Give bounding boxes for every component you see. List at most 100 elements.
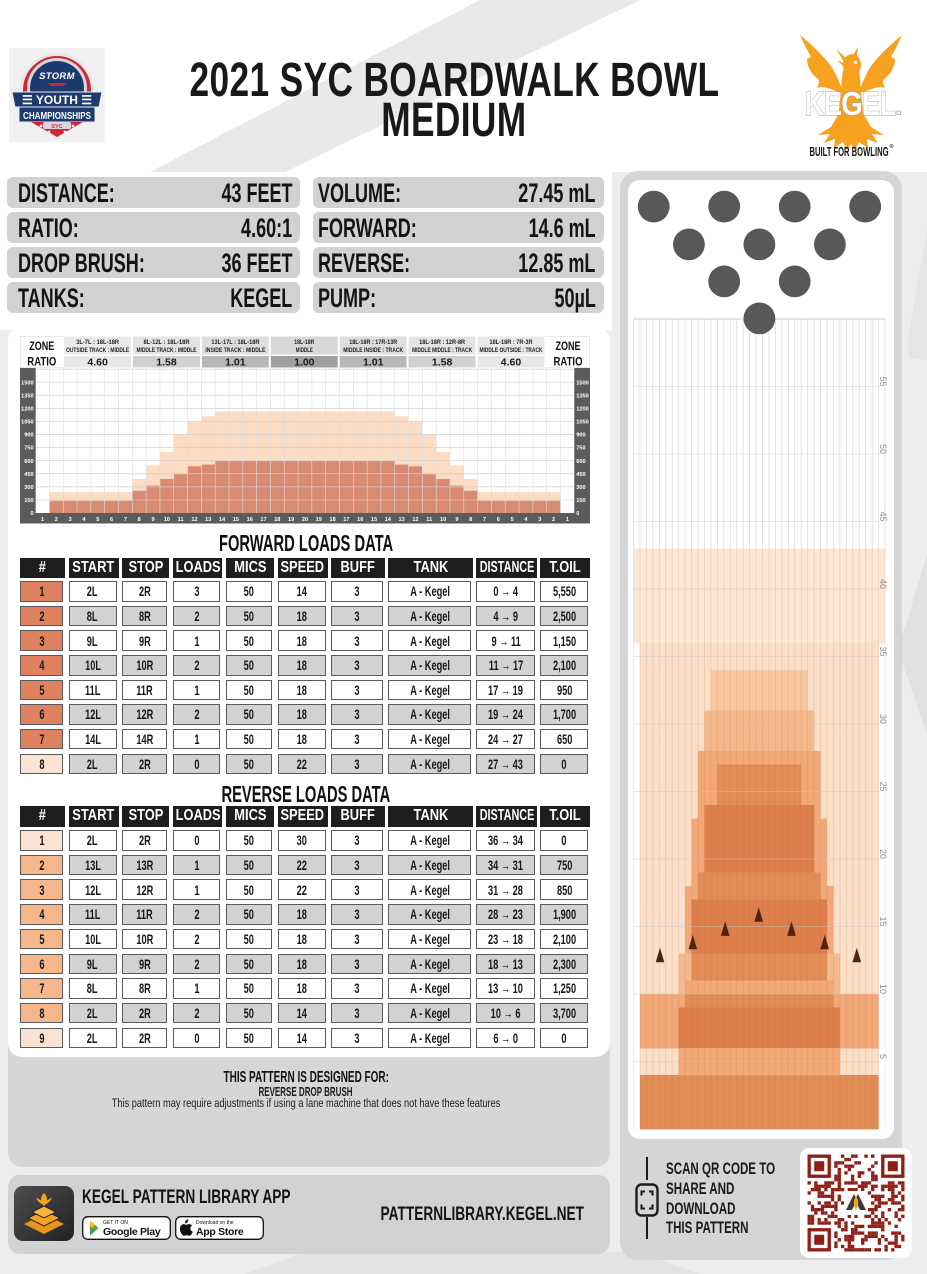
svg-text:900: 900	[24, 433, 33, 439]
svg-text:600: 600	[24, 459, 33, 465]
svg-text:Download on the: Download on the	[196, 1220, 234, 1226]
svg-text:13L-17L : 18L-18R: 13L-17L : 18L-18R	[211, 339, 260, 346]
svg-text:750: 750	[24, 446, 33, 452]
svg-text:8L-12L : 18L-18R: 8L-12L : 18L-18R	[144, 339, 191, 346]
svg-text:MIDDLE: MIDDLE	[296, 347, 313, 354]
svg-text:®: ®	[890, 143, 894, 150]
svg-text:450: 450	[24, 472, 33, 478]
svg-text:6: 6	[497, 517, 500, 523]
svg-text:INSIDE TRACK : MIDDLE: INSIDE TRACK : MIDDLE	[205, 347, 265, 354]
svg-text:18L-18R: 18L-18R	[294, 339, 314, 346]
svg-text:13: 13	[399, 517, 405, 523]
svg-text:ZONE: ZONE	[29, 339, 54, 353]
svg-text:App Store: App Store	[196, 1226, 244, 1238]
svg-text:8: 8	[138, 517, 141, 523]
svg-text:ZONE: ZONE	[556, 339, 581, 353]
svg-text:15: 15	[233, 517, 239, 523]
svg-text:10: 10	[440, 517, 446, 523]
svg-text:10: 10	[164, 517, 170, 523]
svg-text:18L-18R : 7R-3R: 18L-18R : 7R-3R	[490, 339, 534, 346]
svg-text:1.01: 1.01	[363, 357, 384, 369]
svg-text:15: 15	[878, 916, 888, 926]
svg-text:17: 17	[260, 517, 266, 523]
svg-text:4.60: 4.60	[501, 357, 522, 369]
svg-text:☰ YOUTH ☰: ☰ YOUTH ☰	[22, 93, 92, 107]
svg-text:OUTSIDE TRACK : MIDDLE: OUTSIDE TRACK : MIDDLE	[66, 347, 129, 354]
svg-text:16: 16	[357, 517, 363, 523]
svg-text:14: 14	[385, 517, 392, 523]
svg-text:150: 150	[24, 498, 33, 504]
svg-text:35: 35	[878, 646, 888, 656]
svg-text:1: 1	[566, 517, 569, 523]
svg-text:GET IT ON: GET IT ON	[103, 1220, 128, 1226]
svg-text:5: 5	[511, 517, 514, 523]
svg-text:18L-18R : 17R-13R: 18L-18R : 17R-13R	[349, 339, 398, 346]
svg-text:SYC: SYC	[51, 124, 62, 130]
svg-text:19: 19	[288, 517, 294, 523]
svg-text:150: 150	[576, 498, 585, 504]
svg-text:12: 12	[191, 517, 197, 523]
svg-text:4: 4	[524, 517, 528, 523]
svg-text:18: 18	[329, 517, 335, 523]
svg-text:50: 50	[878, 444, 888, 454]
svg-text:MIDDLE TRACK : MIDDLE: MIDDLE TRACK : MIDDLE	[137, 347, 197, 354]
svg-text:1500: 1500	[576, 380, 588, 386]
svg-text:300: 300	[576, 485, 585, 491]
svg-text:750: 750	[576, 446, 585, 452]
svg-text:1350: 1350	[576, 393, 588, 399]
svg-text:15: 15	[371, 517, 377, 523]
svg-text:3L-7L : 18L-18R: 3L-7L : 18L-18R	[76, 339, 120, 346]
svg-text:3: 3	[538, 517, 541, 523]
svg-text:CHAMPIONSHIPS: CHAMPIONSHIPS	[23, 110, 91, 122]
svg-text:7: 7	[483, 517, 486, 523]
svg-text:11: 11	[426, 517, 432, 523]
svg-text:12: 12	[412, 517, 418, 523]
svg-text:1050: 1050	[21, 420, 33, 426]
svg-text:RATIO: RATIO	[27, 355, 56, 369]
svg-text:RATIO: RATIO	[554, 355, 583, 369]
svg-text:11: 11	[178, 517, 184, 523]
svg-text:1: 1	[41, 517, 44, 523]
svg-text:45: 45	[878, 511, 888, 521]
svg-text:1200: 1200	[576, 406, 588, 412]
svg-text:2: 2	[55, 517, 58, 523]
svg-text:600: 600	[576, 459, 585, 465]
svg-text:1200: 1200	[21, 406, 33, 412]
svg-text:13: 13	[205, 517, 211, 523]
svg-text:16: 16	[247, 517, 253, 523]
svg-text:14: 14	[219, 517, 226, 523]
svg-text:MIDDLE INSIDE : TRACK: MIDDLE INSIDE : TRACK	[343, 347, 403, 354]
svg-text:30: 30	[878, 714, 888, 724]
svg-text:1350: 1350	[21, 393, 33, 399]
svg-text:1.00: 1.00	[294, 357, 315, 369]
svg-text:5: 5	[878, 1054, 888, 1059]
svg-text:20: 20	[878, 849, 888, 859]
svg-text:Google Play: Google Play	[103, 1226, 161, 1238]
svg-text:450: 450	[576, 472, 585, 478]
svg-text:18L-18R : 12R-8R: 18L-18R : 12R-8R	[419, 339, 466, 346]
svg-text:7: 7	[124, 517, 127, 523]
svg-text:18: 18	[274, 517, 280, 523]
svg-text:9: 9	[151, 517, 154, 523]
svg-text:STORM: STORM	[39, 71, 75, 82]
svg-text:40: 40	[878, 579, 888, 589]
svg-text:KEGEL: KEGEL	[805, 85, 897, 122]
svg-text:8: 8	[469, 517, 472, 523]
svg-text:900: 900	[576, 433, 585, 439]
svg-text:17: 17	[343, 517, 349, 523]
svg-text:20: 20	[302, 517, 308, 523]
svg-text:BUILT FOR BOWLING: BUILT FOR BOWLING	[810, 145, 889, 159]
svg-text:300: 300	[24, 485, 33, 491]
svg-text:MIDDLE MIDDLE : TRACK: MIDDLE MIDDLE : TRACK	[412, 347, 472, 354]
svg-text:0: 0	[30, 511, 33, 517]
svg-text:6: 6	[110, 517, 113, 523]
svg-text:0: 0	[576, 511, 579, 517]
svg-text:4: 4	[82, 517, 86, 523]
svg-text:2: 2	[552, 517, 555, 523]
svg-text:9: 9	[455, 517, 458, 523]
svg-text:4.60: 4.60	[87, 357, 108, 369]
svg-text:19: 19	[316, 517, 322, 523]
svg-text:25: 25	[878, 781, 888, 791]
svg-text:1.58: 1.58	[156, 357, 177, 369]
svg-text:10: 10	[878, 984, 888, 994]
